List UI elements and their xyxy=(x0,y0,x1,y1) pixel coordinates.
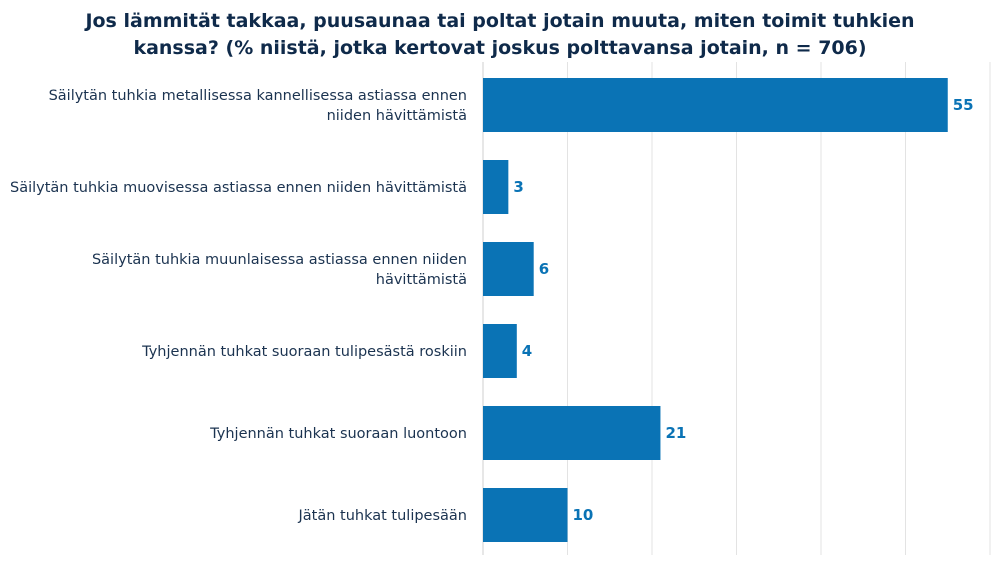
chart-title: Jos lämmität takkaa, puusaunaa tai polta… xyxy=(85,10,915,59)
category-label: Jätän tuhkat tulipesään xyxy=(298,508,468,524)
data-label: 4 xyxy=(522,342,532,360)
bar xyxy=(483,488,568,542)
data-label: 3 xyxy=(513,178,523,196)
category-label: Säilytän tuhkia muovisessa astiassa enne… xyxy=(10,180,467,196)
data-label: 55 xyxy=(953,96,974,114)
category-label: Säilytän tuhkia muunlaisessa astiassa en… xyxy=(92,252,467,288)
category-label: Säilytän tuhkia metallisessa kannellises… xyxy=(49,88,467,124)
category-label: Tyhjennän tuhkat suoraan tulipesästä ros… xyxy=(141,344,467,360)
bar xyxy=(483,324,517,378)
bar xyxy=(483,242,534,296)
category-label: Tyhjennän tuhkat suoraan luontoon xyxy=(209,426,467,442)
bar xyxy=(483,78,948,132)
bar xyxy=(483,160,509,214)
data-label: 6 xyxy=(539,260,549,278)
data-label: 10 xyxy=(573,506,594,524)
bar xyxy=(483,406,661,460)
data-label: 21 xyxy=(665,424,686,442)
